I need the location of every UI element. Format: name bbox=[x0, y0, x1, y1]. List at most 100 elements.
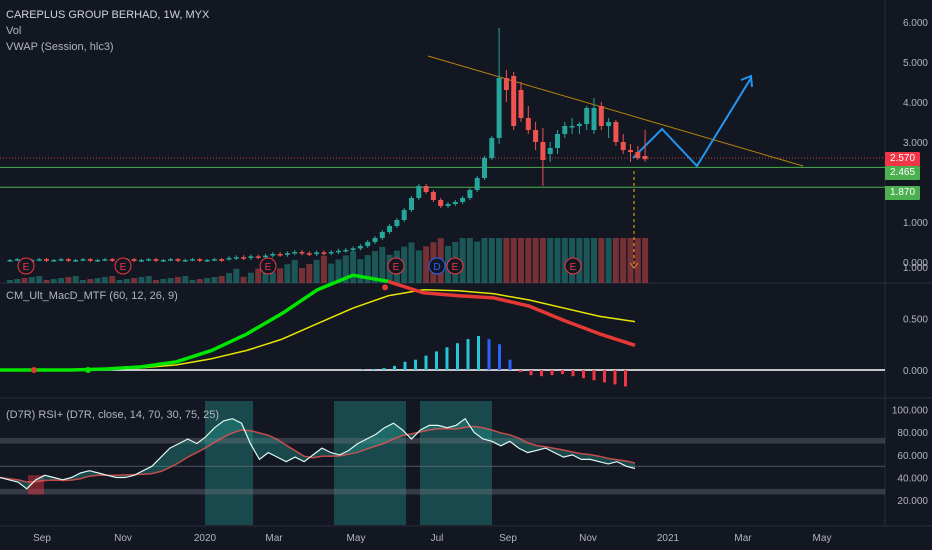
projection-arrowhead bbox=[740, 74, 753, 88]
volume-bar bbox=[123, 279, 130, 283]
candle-body bbox=[7, 260, 13, 262]
volume-bar bbox=[379, 246, 386, 283]
candle-body bbox=[518, 90, 524, 118]
price-axis-tick-label: 4.000 bbox=[903, 98, 928, 109]
candle-body bbox=[153, 259, 159, 261]
macd-axis-tick-label: 0.000 bbox=[903, 366, 928, 377]
volume-bar bbox=[612, 238, 619, 283]
volume-bar bbox=[21, 278, 28, 283]
candle-body bbox=[416, 186, 422, 198]
volume-bar bbox=[510, 238, 517, 283]
macd-histogram-bar bbox=[519, 370, 522, 373]
candle-body bbox=[591, 108, 597, 130]
candle-body bbox=[226, 258, 232, 260]
candle-body bbox=[357, 246, 363, 249]
rsi-axis-tick-label: 80.000 bbox=[897, 428, 928, 439]
rsi-overbought-zone bbox=[205, 401, 253, 525]
rsi-lower-band bbox=[0, 488, 885, 495]
macd-histogram-bar bbox=[403, 361, 407, 370]
time-axis-tick-label: May bbox=[347, 533, 366, 544]
rsi-axis-tick-label: 100.000 bbox=[892, 406, 929, 417]
volume-bar bbox=[80, 280, 86, 283]
candle-body bbox=[467, 190, 473, 198]
earnings-marker-label: E bbox=[570, 262, 577, 273]
volume-bar bbox=[43, 280, 50, 283]
time-axis-tick-label: May bbox=[813, 533, 832, 544]
rsi-axis-tick-label: 60.000 bbox=[897, 451, 928, 462]
candle-body bbox=[635, 152, 641, 158]
candle-body bbox=[525, 118, 531, 130]
rsi-legend: (D7R) RSI+ (D7R, close, 14, 70, 30, 75, … bbox=[6, 409, 220, 421]
time-axis-tick-label: Sep bbox=[33, 533, 51, 544]
candle-body bbox=[336, 250, 341, 253]
candle-body bbox=[138, 260, 144, 262]
volume-bar bbox=[174, 277, 181, 283]
candle-body bbox=[51, 260, 57, 262]
time-axis-tick-label: Mar bbox=[734, 533, 752, 544]
candle-body bbox=[190, 259, 195, 261]
volume-bar bbox=[109, 276, 116, 283]
candle-body bbox=[299, 252, 305, 254]
candle-body bbox=[401, 210, 407, 220]
volume-bar bbox=[474, 241, 481, 283]
candle-body bbox=[409, 198, 414, 210]
earnings-marker-label: E bbox=[120, 262, 127, 273]
earnings-marker bbox=[259, 257, 277, 275]
volume-bar bbox=[364, 255, 371, 283]
macd-cross-dot bbox=[85, 367, 91, 373]
price-scale-labels: 2.570 2.465 1.870 bbox=[885, 0, 932, 550]
volume-bar bbox=[255, 268, 262, 283]
volume-bar bbox=[554, 238, 561, 283]
candle-body bbox=[584, 108, 590, 124]
candle-body bbox=[496, 78, 502, 138]
candle-body bbox=[263, 255, 268, 258]
vwap-legend: VWAP (Session, hlc3) bbox=[6, 41, 114, 53]
candle-body bbox=[277, 254, 283, 256]
volume-bar bbox=[28, 277, 35, 283]
macd-histogram-bar bbox=[571, 370, 575, 377]
volume-bar bbox=[233, 268, 240, 283]
candle-body bbox=[423, 186, 429, 192]
time-axis-tick-label: Jul bbox=[431, 533, 444, 544]
volume-bar bbox=[561, 238, 568, 283]
candle-body bbox=[73, 260, 79, 262]
macd-histogram-bar bbox=[613, 370, 617, 385]
time-axis-tick-label: Nov bbox=[579, 533, 597, 544]
earnings-marker bbox=[564, 257, 582, 275]
rsi-line bbox=[0, 417, 636, 490]
macd-histogram-bar bbox=[456, 343, 459, 370]
earnings-marker-label: D bbox=[433, 262, 440, 273]
candle-body bbox=[65, 259, 71, 261]
time-axis-tick-label: 2021 bbox=[657, 533, 680, 544]
candle-body bbox=[642, 156, 648, 160]
trend-line bbox=[427, 55, 804, 167]
volume-legend: Vol bbox=[6, 25, 22, 37]
candle-body bbox=[306, 253, 312, 255]
rsi-axis-tick-label: 40.000 bbox=[897, 474, 928, 485]
rsi-axis-tick-label: 20.000 bbox=[897, 496, 928, 507]
candle-body bbox=[197, 259, 203, 261]
candle-body bbox=[452, 202, 458, 204]
candle-body bbox=[365, 242, 371, 246]
volume-bar bbox=[211, 277, 218, 283]
volume-bar bbox=[605, 238, 612, 283]
candle-body bbox=[80, 259, 86, 261]
candle-body bbox=[438, 200, 444, 206]
volume-bar bbox=[320, 255, 327, 283]
target-arrowhead bbox=[629, 262, 639, 269]
macd-histogram bbox=[361, 336, 627, 387]
volume-bar bbox=[58, 278, 65, 283]
volume-bar bbox=[204, 278, 211, 283]
projection-path bbox=[632, 77, 752, 168]
earnings-marker-label: E bbox=[265, 262, 272, 273]
volume-bar bbox=[145, 276, 152, 283]
volume-bar bbox=[299, 268, 305, 283]
earnings-marker bbox=[17, 257, 35, 275]
volume-bar bbox=[342, 255, 349, 283]
candle-body bbox=[547, 148, 553, 154]
candle-body bbox=[146, 259, 152, 261]
candle-body bbox=[328, 252, 334, 254]
volume-bar bbox=[160, 279, 167, 283]
volume-bar bbox=[284, 264, 291, 283]
